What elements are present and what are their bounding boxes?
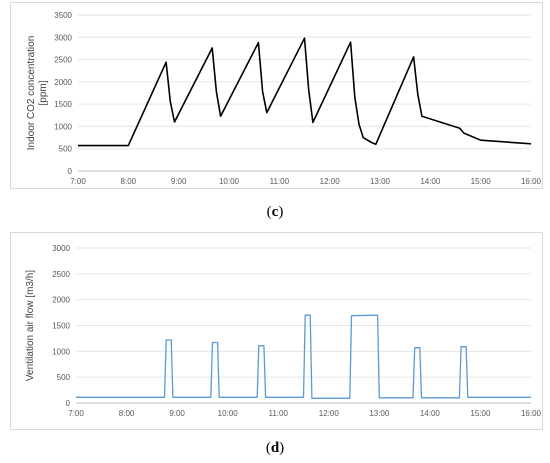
y-axis-title-line: Indoor CO2 concentration xyxy=(26,36,37,151)
x-tick-label: 11:00 xyxy=(269,409,289,418)
x-tick-label: 14:00 xyxy=(420,409,441,418)
y-axis-title: Ventilation air flow [m3/h] xyxy=(25,270,36,381)
y-tick-label: 2000 xyxy=(52,296,70,305)
x-tick-label: 9:00 xyxy=(169,409,185,418)
y-tick-label: 2000 xyxy=(54,78,72,87)
y-tick-label: 1500 xyxy=(54,100,72,109)
panel-label-d: (d) xyxy=(265,440,285,456)
y-tick-label: 2500 xyxy=(52,270,70,279)
x-tick-label: 10:00 xyxy=(219,177,240,186)
ventilation-chart: 0 500 1000 1500 2000 2500 3000 7:00 8:00 9:00 10:0… xyxy=(25,244,542,418)
y-tick-label: 3500 xyxy=(54,11,72,20)
x-tick-label: 15:00 xyxy=(470,409,491,418)
x-tick-label: 8:00 xyxy=(121,177,137,186)
x-tick-label: 12:00 xyxy=(319,409,340,418)
x-tick-label: 9:00 xyxy=(171,177,187,186)
y-tick-label: 500 xyxy=(57,373,71,382)
x-tick-label: 16:00 xyxy=(521,409,542,418)
co2-chart-frame: 0 500 1000 1500 2000 2500 3000 3500 7:00 8:00 9:00… xyxy=(10,2,543,189)
y-tick-label: 0 xyxy=(66,399,71,408)
series-line xyxy=(76,314,531,399)
x-tick-label: 16:00 xyxy=(521,177,542,186)
x-tick-label: 13:00 xyxy=(369,409,390,418)
series-line xyxy=(78,37,532,147)
y-tick-label: 1500 xyxy=(52,322,70,331)
x-tick-label: 13:00 xyxy=(370,177,391,186)
y-tick-label: 1000 xyxy=(54,122,72,131)
y-axis-title: Indoor CO2 concentration[ppm] xyxy=(26,36,49,151)
co2-chart: 0 500 1000 1500 2000 2500 3000 3500 7:00 8:00 9:00… xyxy=(26,11,542,186)
x-tick-label: 11:00 xyxy=(270,177,290,186)
y-axis-title-line: [ppm] xyxy=(38,80,49,105)
x-tick-label: 8:00 xyxy=(119,409,135,418)
y-tick-label: 3000 xyxy=(52,244,70,253)
y-tick-label: 3000 xyxy=(54,33,72,42)
y-tick-label: 500 xyxy=(59,145,73,154)
y-tick-label: 2500 xyxy=(54,56,72,65)
panel-label-c: (c) xyxy=(266,204,284,220)
x-tick-label: 7:00 xyxy=(68,409,84,418)
x-tick-label: 10:00 xyxy=(218,409,239,418)
y-tick-label: 0 xyxy=(68,167,73,176)
x-tick-label: 14:00 xyxy=(420,177,441,186)
ventilation-chart-frame: 0 500 1000 1500 2000 2500 3000 7:00 8:00 9:00 10:0… xyxy=(10,232,543,430)
x-tick-label: 7:00 xyxy=(70,177,86,186)
x-tick-label: 12:00 xyxy=(320,177,341,186)
x-tick-label: 15:00 xyxy=(471,177,492,186)
y-tick-label: 1000 xyxy=(52,347,70,356)
